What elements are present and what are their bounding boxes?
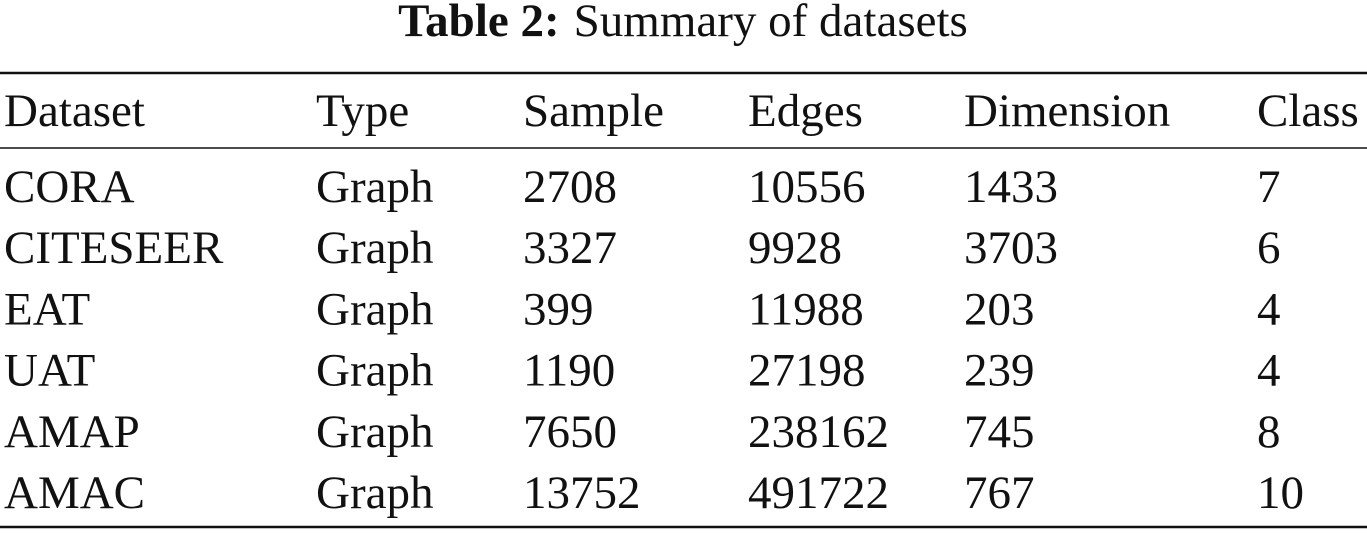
- table-cell: 3327: [523, 222, 617, 274]
- table-cell: EAT: [4, 283, 90, 335]
- table-cell: 2708: [523, 161, 617, 213]
- table-cell: 4: [1257, 283, 1281, 335]
- table-cell: 27198: [748, 345, 866, 397]
- table-cell: 1433: [964, 161, 1058, 213]
- table-cell: Graph: [316, 222, 433, 274]
- table-cell: CITESEER: [4, 222, 224, 274]
- column-header: Sample: [523, 85, 664, 137]
- column-header: Class: [1257, 85, 1359, 137]
- table-cell: Graph: [316, 406, 433, 458]
- table-cell: 6: [1257, 222, 1281, 274]
- table-cell: 1190: [523, 345, 615, 397]
- column-header: Type: [316, 85, 409, 137]
- table-cell: 491722: [748, 467, 889, 519]
- table-cell: 239: [964, 345, 1035, 397]
- table-cell: 10: [1257, 467, 1304, 519]
- table-cell: 8: [1257, 406, 1281, 458]
- table-cell: 11988: [748, 283, 864, 335]
- table-cell: UAT: [4, 345, 95, 397]
- table-cell: 7650: [523, 406, 617, 458]
- table-cell: 203: [964, 283, 1035, 335]
- table-body: Dataset Type Sample Edges Dimension Class CORA…: [4, 85, 1359, 519]
- caption: Table 2: Summary of datasets: [398, 0, 968, 47]
- table-cell: 10556: [748, 161, 866, 213]
- caption-text: Summary of datasets: [574, 0, 968, 47]
- table-cell: 399: [523, 283, 594, 335]
- table-cell: 7: [1257, 161, 1281, 213]
- table-cell: 767: [964, 467, 1035, 519]
- table-cell: AMAC: [4, 467, 145, 519]
- column-header: Edges: [748, 85, 863, 137]
- table-cell: 4: [1257, 345, 1281, 397]
- table-cell: 9928: [748, 222, 842, 274]
- table-cell: 745: [964, 406, 1035, 458]
- table-cell: AMAP: [4, 406, 140, 458]
- table-cell: Graph: [316, 283, 433, 335]
- table-cell: 13752: [523, 467, 641, 519]
- table-cell: Graph: [316, 161, 433, 213]
- column-header: Dataset: [4, 85, 145, 137]
- column-header: Dimension: [964, 85, 1170, 137]
- caption-label: Table 2:: [398, 0, 560, 47]
- table-cell: 3703: [964, 222, 1058, 274]
- table-cell: 238162: [748, 406, 889, 458]
- table-cell: CORA: [4, 161, 135, 213]
- table-cell: Graph: [316, 467, 433, 519]
- table-cell: Graph: [316, 345, 433, 397]
